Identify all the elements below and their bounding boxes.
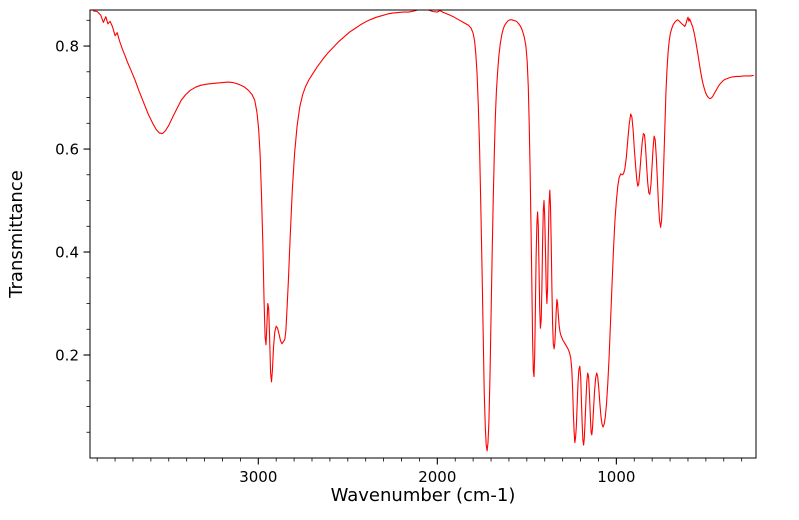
y-tick-label: 0.6 [55, 141, 79, 159]
y-tick-label: 0.2 [55, 347, 79, 365]
x-tick-label: 3000 [239, 468, 277, 486]
x-tick-label: 2000 [418, 468, 456, 486]
axis-ticks [83, 19, 743, 465]
tick-labels: 3000 2000 1000 0.2 0.4 0.6 0.8 [55, 38, 635, 486]
x-tick-label: 1000 [597, 468, 635, 486]
x-axis-label: Wavenumber (cm-1) [331, 485, 516, 506]
plot-border [89, 9, 757, 459]
y-axis-label: Transmittance [6, 170, 27, 299]
spectrum-line [93, 10, 754, 452]
y-tick-label: 0.8 [55, 38, 79, 56]
y-tick-label: 0.4 [55, 244, 79, 262]
